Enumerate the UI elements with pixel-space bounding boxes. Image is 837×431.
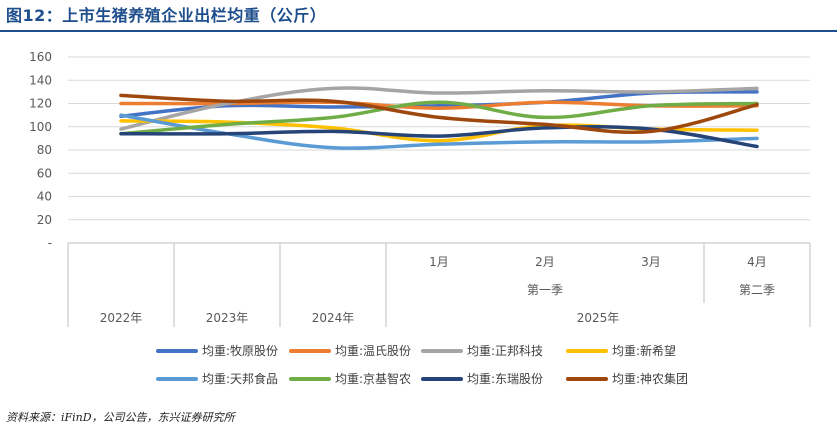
legend-label: 均重:东瑞股份 xyxy=(467,372,543,386)
x-group-label: 2023年 xyxy=(206,311,249,325)
title-underline xyxy=(0,30,837,32)
x-group-label: 2024年 xyxy=(312,311,355,325)
y-tick-label: 40 xyxy=(37,190,52,204)
x-tick-label: 2月 xyxy=(535,255,555,269)
x-subgroup-label: 第二季 xyxy=(739,283,775,297)
legend-label: 均重:温氏股份 xyxy=(335,344,411,358)
legend-label: 均重:牧原股份 xyxy=(202,344,278,358)
series-line-8 xyxy=(119,93,759,135)
y-tick-label: - xyxy=(48,236,52,250)
series-line-3 xyxy=(119,86,759,131)
x-tick-label: 3月 xyxy=(641,255,661,269)
legend-label: 均重:天邦食品 xyxy=(202,371,278,386)
legend-label: 均重:新希望 xyxy=(612,343,676,358)
x-group-label: 2025年 xyxy=(577,311,620,325)
series-line-6 xyxy=(119,100,759,136)
series-line-7 xyxy=(119,125,759,149)
y-tick-label: 120 xyxy=(29,97,52,111)
chart-title: 图12：上市生猪养殖企业出栏均重（公斤） xyxy=(6,6,327,25)
legend-label: 均重:正邦科技 xyxy=(467,344,543,358)
y-tick-label: 160 xyxy=(29,50,52,64)
source-note: 资料来源：iFinD，公司公告，东兴证券研究所 xyxy=(6,411,235,424)
y-tick-label: 100 xyxy=(29,120,52,134)
x-group-label: 2022年 xyxy=(100,311,143,325)
y-tick-label: 140 xyxy=(29,73,52,87)
y-tick-label: 20 xyxy=(37,213,52,227)
y-tick-label: 60 xyxy=(37,166,52,180)
line-chart: - 20 40 60 80 100 120 140 160 2022年 2023年 2024年 2025… xyxy=(29,50,811,386)
y-tick-label: 80 xyxy=(37,143,52,157)
x-tick-label: 4月 xyxy=(747,255,767,269)
legend-label: 均重:神农集团 xyxy=(612,371,688,386)
x-subgroup-label: 第一季 xyxy=(527,283,563,297)
x-tick-label: 1月 xyxy=(429,255,449,269)
legend-label: 均重:京基智农 xyxy=(335,371,411,386)
